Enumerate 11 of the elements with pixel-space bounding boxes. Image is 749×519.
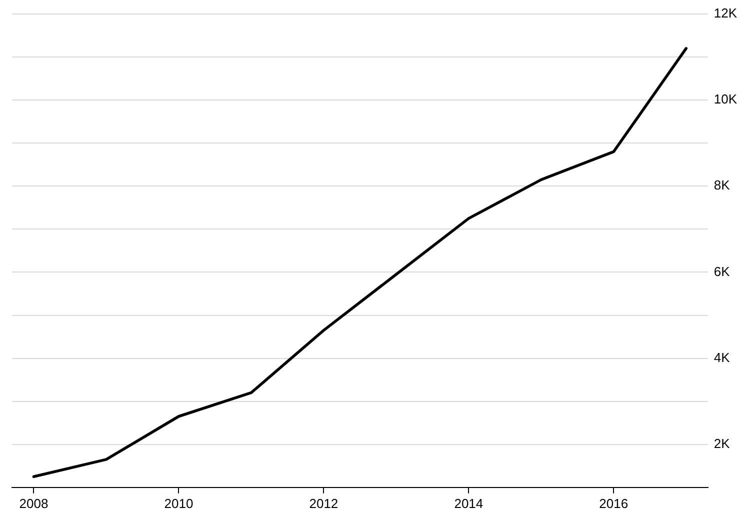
- x-tick-label: 2016: [599, 496, 628, 511]
- x-tick-label: 2014: [454, 496, 484, 511]
- y-tick-label: 10K: [714, 92, 738, 107]
- x-tick-label: 2008: [19, 496, 48, 511]
- y-tick-label: 12K: [714, 6, 738, 21]
- x-tick-label: 2012: [309, 496, 338, 511]
- y-tick-label: 6K: [714, 264, 730, 279]
- y-tick-label: 2K: [714, 436, 730, 451]
- x-tick-label: 2010: [164, 496, 194, 511]
- y-tick-label: 8K: [714, 178, 730, 193]
- y-tick-label: 4K: [714, 350, 730, 365]
